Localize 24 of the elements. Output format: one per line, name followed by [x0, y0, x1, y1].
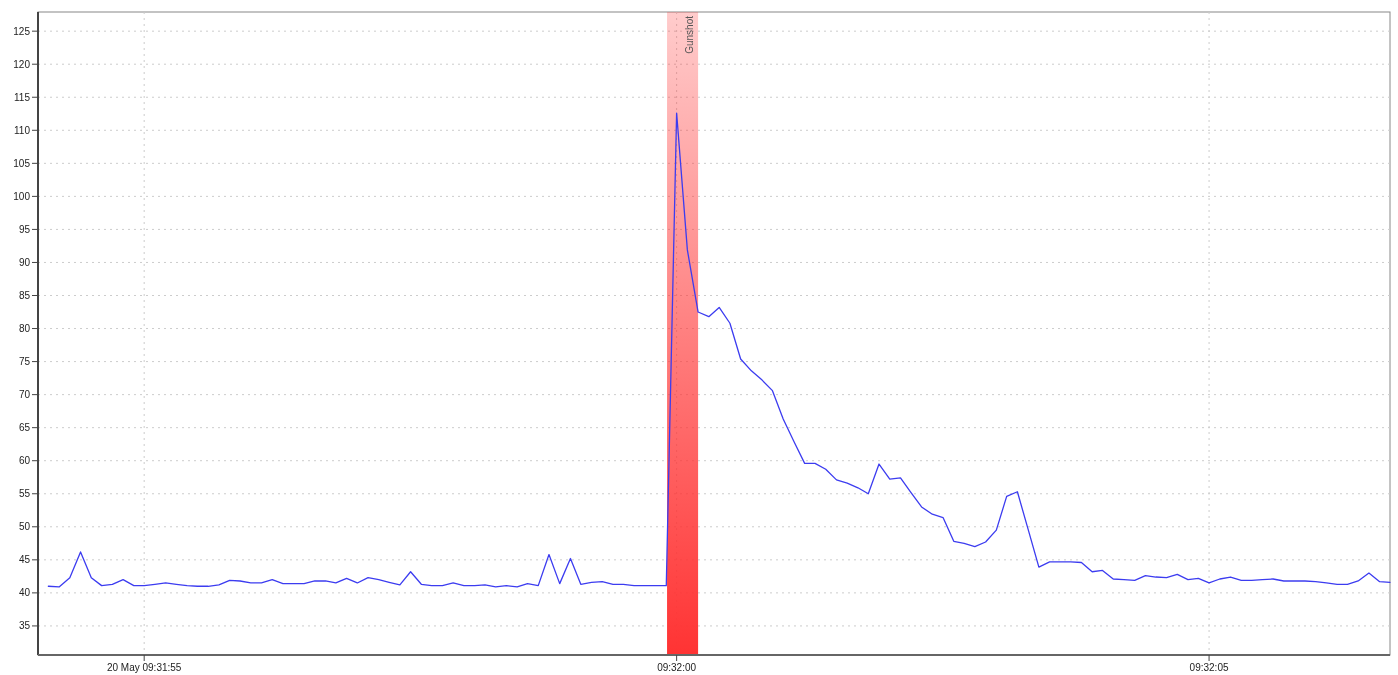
- y-tick-label: 60: [18, 455, 31, 467]
- y-tick-label: 45: [18, 554, 31, 566]
- y-tick-label: 40: [18, 587, 31, 599]
- y-tick-label: 70: [18, 389, 31, 401]
- y-tick-label: 85: [18, 290, 31, 301]
- y-tick-label: 75: [18, 356, 31, 368]
- y-tick-label: 105: [13, 157, 31, 169]
- y-tick-label: 50: [18, 521, 31, 533]
- x-tick-label: 09:32:00: [657, 662, 697, 673]
- line-series: [47, 112, 1391, 588]
- x-tick-label: 20 May 09:31:55: [106, 662, 182, 673]
- y-tick-label: 125: [13, 25, 31, 37]
- y-tick-label: 35: [18, 620, 31, 632]
- y-tick-label: 110: [14, 124, 31, 136]
- y-tick-label: 65: [18, 422, 31, 434]
- y-tick-label: 90: [18, 256, 31, 268]
- band-label: Gunshot: [684, 15, 696, 54]
- y-tick-label: 95: [18, 223, 31, 235]
- x-tick-label: 09:32:05: [1189, 662, 1229, 673]
- y-tick-label: 80: [18, 323, 31, 335]
- y-tick-label: 120: [13, 58, 31, 70]
- y-tick-label: 100: [13, 190, 31, 202]
- y-tick-label: 55: [18, 488, 31, 500]
- y-tick-label: 115: [14, 91, 31, 103]
